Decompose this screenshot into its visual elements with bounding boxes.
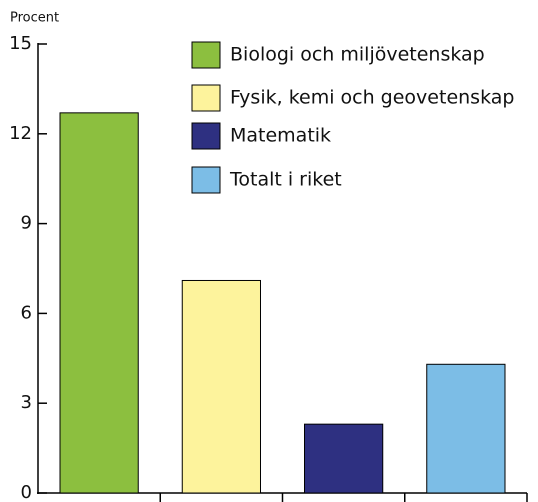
legend-swatch bbox=[191, 41, 221, 69]
legend-label: Totalt i riket bbox=[229, 169, 342, 191]
bar bbox=[304, 423, 384, 494]
y-tick-label: 0 bbox=[21, 482, 32, 502]
y-tick-label: 15 bbox=[9, 33, 32, 54]
bar bbox=[426, 363, 506, 494]
legend-swatch bbox=[191, 122, 221, 150]
y-tick-label: 12 bbox=[9, 123, 32, 144]
y-axis-label: Procent bbox=[10, 11, 59, 26]
legend-swatch bbox=[191, 84, 221, 112]
legend-swatch bbox=[191, 166, 221, 194]
bar bbox=[59, 112, 139, 494]
y-tick-label: 6 bbox=[21, 302, 32, 323]
y-tick-label: 3 bbox=[21, 392, 32, 413]
bar bbox=[181, 279, 261, 494]
legend-label: Matematik bbox=[230, 125, 331, 147]
legend-label: Biologi och miljövetenskap bbox=[230, 44, 485, 66]
legend-label: Fysik, kemi och geovetenskap bbox=[230, 87, 514, 109]
y-tick-label: 9 bbox=[21, 213, 32, 234]
